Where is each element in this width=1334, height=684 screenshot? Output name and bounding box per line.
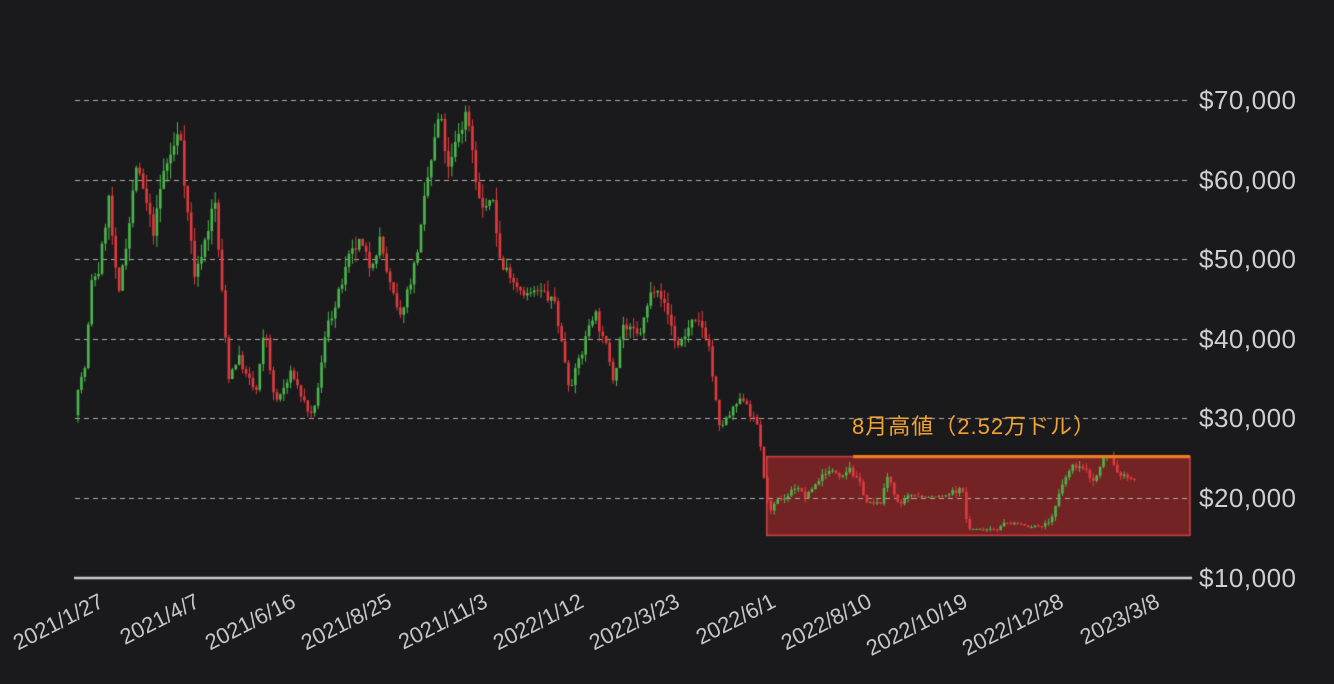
y-axis-label: $10,000 [1199, 562, 1297, 593]
y-axis-label: $20,000 [1199, 483, 1297, 513]
august-high-annotation: 8月高値（2.52万ドル） [852, 414, 1097, 439]
y-axis-label: $40,000 [1199, 323, 1297, 354]
y-axis-label: $70,000 [1199, 85, 1297, 115]
y-axis-label: $60,000 [1199, 164, 1297, 195]
y-axis-label: $30,000 [1199, 403, 1297, 434]
y-axis-label: $50,000 [1199, 244, 1297, 275]
